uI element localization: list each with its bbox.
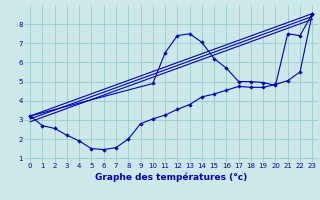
X-axis label: Graphe des températures (°c): Graphe des températures (°c) xyxy=(95,172,247,182)
